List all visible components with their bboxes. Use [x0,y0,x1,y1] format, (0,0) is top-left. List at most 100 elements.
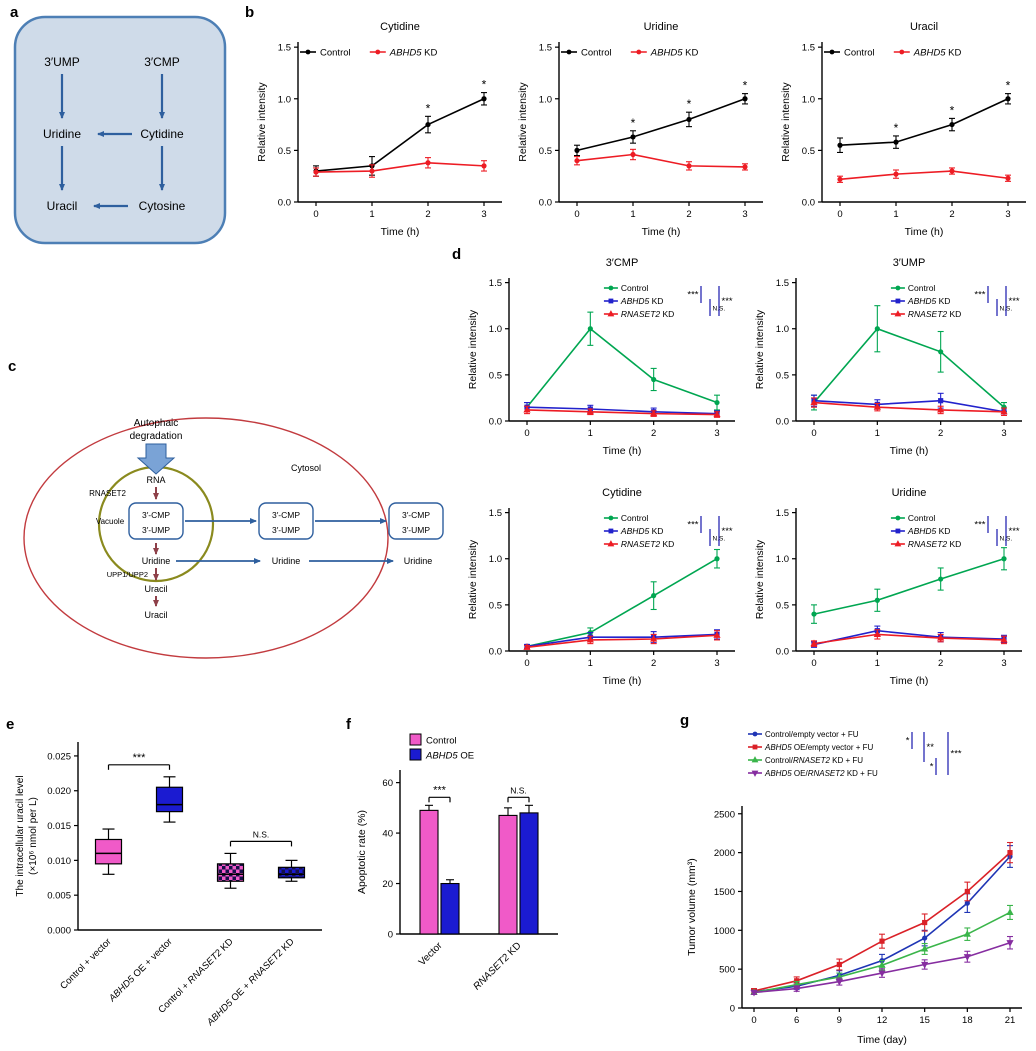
chart-d-uridine: 0.0 0.5 1.0 1.5 0 1 2 3 Uridine Time (h) Relative … [750,484,1030,689]
svg-text:Uridine: Uridine [892,487,927,499]
svg-text:1.5: 1.5 [539,43,552,54]
svg-text:0.0: 0.0 [539,198,552,209]
svg-text:2: 2 [651,658,656,669]
svg-text:3: 3 [742,209,747,220]
chart-e-uracil-boxplot: 0.000 0.005 0.010 0.015 0.020 0.025 The intrac… [12,726,332,1048]
svg-b-uridine: 0.0 0.5 1.0 1.5 0 1 2 3 Uridine Time (h) Relative … [517,21,763,238]
svg-text:*: * [1006,79,1011,93]
svg-text:***: *** [687,290,698,301]
svg-text:0.0: 0.0 [776,647,789,658]
box3-ump: 3′-UMP [402,525,430,535]
svg-text:Control: Control [581,48,612,59]
svg-text:1.0: 1.0 [489,324,502,335]
box2-cmp: 3′-CMP [272,510,300,520]
rna-label: RNA [146,475,165,485]
svg-text:***: *** [1009,296,1020,307]
node-3cmp: 3′CMP [144,55,180,69]
rnaset2-label: RNASET2 [89,489,126,498]
svg-d-cytidine: 0.0 0.5 1.0 1.5 0 1 2 3 Cytidine Time (h) Relative… [467,487,735,687]
svg-text:2500: 2500 [714,809,735,820]
svg-text:ABHD5 KD: ABHD5 KD [907,296,951,306]
svg-text:3′UMP: 3′UMP [893,257,926,269]
svg-text:Time (day): Time (day) [857,1034,907,1046]
uridine-vacuole: Uridine [142,556,171,566]
cytosol-nucleotide-box [258,502,314,540]
chart-b-uridine: 0.0 0.5 1.0 1.5 0 1 2 3 Uridine Time (h) Relative … [513,12,771,240]
svg-text:RNASET2 KD: RNASET2 KD [471,940,523,992]
svg-text:0: 0 [837,209,842,220]
panel-label-g: g [680,712,690,729]
svg-text:Cytidine: Cytidine [602,487,642,499]
chart-b-uracil: 0.0 0.5 1.0 1.5 0 1 2 3 Uracil Time (h) Relative i… [776,12,1034,240]
svg-text:0: 0 [313,209,318,220]
svg-text:Control: Control [908,513,936,523]
svg-text:1.5: 1.5 [489,278,502,289]
svg-d-3ump: 0.0 0.5 1.0 1.5 0 1 2 3 3′UMP Time (h) Relative in… [754,257,1022,457]
svg-text:60: 60 [382,778,393,789]
svg-text:1: 1 [588,658,593,669]
svg-text:1: 1 [630,209,635,220]
svg-text:Uridine: Uridine [644,21,679,33]
svg-text:Tumor volume (mm³): Tumor volume (mm³) [686,858,698,956]
node-cytosine: Cytosine [139,199,186,213]
svg-text:ABHD5 OE/RNASET2 KD + FU: ABHD5 OE/RNASET2 KD + FU [764,769,878,778]
chart-b-cytidine: 0.0 0.5 1.0 1.5 0 1 2 3 Cytidine Time (h) Relative… [252,12,510,240]
svg-text:18: 18 [962,1015,973,1026]
svg-text:(×10⁶ nmol per L): (×10⁶ nmol per L) [28,797,39,875]
svg-g-tumor-volume: 0 500 1000 1500 2000 2500 0 6 9 12 15 18 21 Time (day… [686,730,1022,1046]
chart-d-3cmp: 0.0 0.5 1.0 1.5 0 1 2 3 3′CMP Time (h) Relative in… [463,254,743,459]
uracil-exported: Uracil [144,610,167,620]
extracellular-nucleotide-box [388,502,444,540]
svg-text:1: 1 [875,428,880,439]
panel-label-b: b [245,4,255,21]
svg-text:Vector: Vector [417,940,445,968]
svg-text:1: 1 [369,209,374,220]
svg-text:0.0: 0.0 [489,647,502,658]
svg-text:***: *** [133,752,147,764]
uracil-cytosol: Uracil [144,584,167,594]
svg-text:0.5: 0.5 [278,146,291,157]
svg-text:Time (h): Time (h) [890,445,929,457]
svg-text:Relative intensity: Relative intensity [754,309,766,389]
svg-text:Control: Control [844,48,875,59]
svg-text:3: 3 [481,209,486,220]
svg-text:*: * [930,762,934,773]
svg-text:0.5: 0.5 [489,600,502,611]
svg-text:0: 0 [811,658,816,669]
svg-text:0.005: 0.005 [47,891,71,902]
svg-text:ABHD5 KD: ABHD5 KD [389,48,438,59]
svg-text:3: 3 [714,658,719,669]
svg-text:*: * [482,78,487,92]
svg-text:1.5: 1.5 [776,278,789,289]
svg-text:21: 21 [1005,1015,1016,1026]
svg-text:0.0: 0.0 [489,417,502,428]
svg-text:2: 2 [425,209,430,220]
svg-text:***: *** [974,290,985,301]
svg-text:Relative intensity: Relative intensity [517,82,529,162]
svg-text:Control: Control [621,283,649,293]
panel-label-e: e [6,716,15,733]
svg-text:Time (h): Time (h) [603,445,642,457]
svg-text:0: 0 [574,209,579,220]
svg-text:Relative intensity: Relative intensity [754,539,766,619]
svg-text:*: * [426,101,431,115]
svg-text:*: * [950,103,955,117]
chart-d-3ump: 0.0 0.5 1.0 1.5 0 1 2 3 3′UMP Time (h) Relative in… [750,254,1030,459]
cytosol-label: Cytosol [291,463,321,473]
uridine-cytosol: Uridine [272,556,301,566]
svg-text:Control: Control [426,736,457,747]
svg-text:2: 2 [938,658,943,669]
svg-text:0.025: 0.025 [47,751,71,762]
svg-text:1.0: 1.0 [489,554,502,565]
svg-text:RNASET2 KD: RNASET2 KD [621,309,674,319]
vacuole-nucleotide-box [128,502,184,540]
svg-text:Cytidine: Cytidine [380,21,420,33]
svg-f-apoptosis: 0 20 40 60 Apoptotic rate (%) Vector *** RNASET… [356,733,558,993]
svg-text:2: 2 [949,209,954,220]
svg-text:Control: Control [908,283,936,293]
svg-text:0: 0 [524,658,529,669]
node-uridine: Uridine [43,127,81,141]
svg-text:0: 0 [751,1015,756,1026]
svg-text:3: 3 [1001,428,1006,439]
